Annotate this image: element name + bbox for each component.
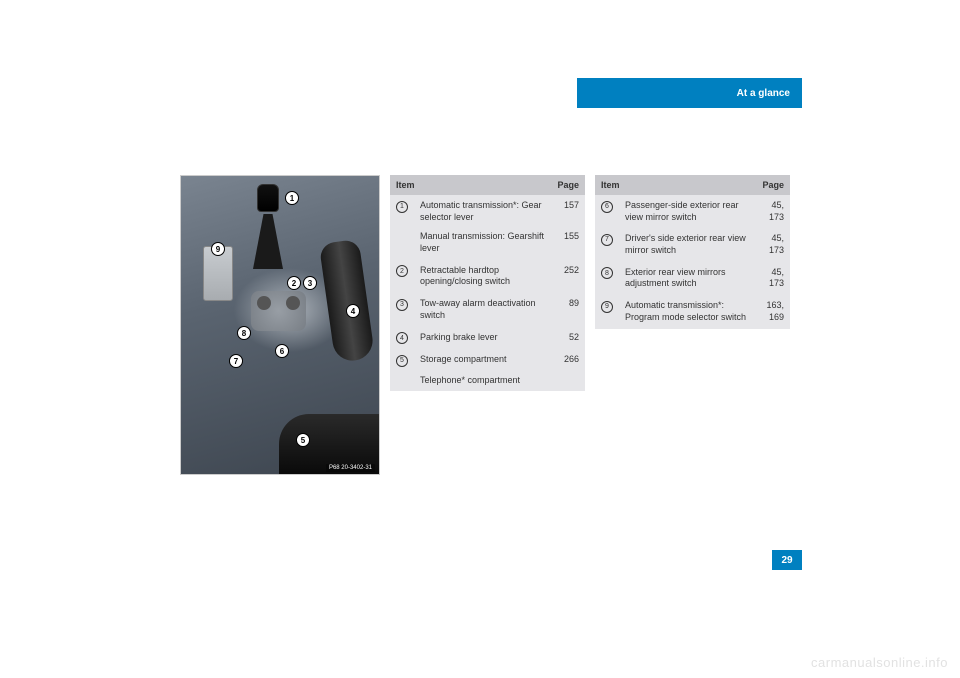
items-table-left: Item Page 1 Automatic transmission*: Gea… xyxy=(390,175,585,475)
col-header-page: Page xyxy=(551,175,585,195)
callout-9: 9 xyxy=(211,242,225,256)
row-page xyxy=(551,372,585,392)
watermark-text: carmanualsonline.info xyxy=(811,655,948,670)
row-desc: Tow-away alarm deactivation switch xyxy=(414,293,551,326)
table-row: 4 Parking brake lever 52 xyxy=(390,327,585,350)
row-desc: Automatic transmission*: Gear selector l… xyxy=(414,195,551,228)
row-page: 89 xyxy=(551,293,585,326)
page-number-text: 29 xyxy=(781,555,792,566)
row-desc: Automatic transmission*: Program mode se… xyxy=(619,295,756,328)
row-page: 45, 173 xyxy=(756,228,790,261)
row-page: 45, 173 xyxy=(756,262,790,295)
row-num: 2 xyxy=(390,260,414,293)
table-row: 1 Automatic transmission*: Gear selector… xyxy=(390,195,585,228)
row-desc: Manual transmission: Gearshift lever xyxy=(414,228,551,259)
row-desc: Parking brake lever xyxy=(414,327,551,350)
center-console-diagram: 1 2 3 4 5 6 7 8 9 P68 20-3402-31 xyxy=(180,175,380,475)
circled-number: 3 xyxy=(396,299,408,311)
circled-number: 4 xyxy=(396,332,408,344)
table-row: 7 Driver's side exterior rear view mirro… xyxy=(595,228,790,261)
page-number-badge: 29 xyxy=(772,550,802,570)
table-row: 2 Retractable hardtop opening/closing sw… xyxy=(390,260,585,293)
circled-number: 9 xyxy=(601,301,613,313)
table-header-row: Item Page xyxy=(390,175,585,195)
callout-1: 1 xyxy=(285,191,299,205)
row-num: 9 xyxy=(595,295,619,328)
row-page: 157 xyxy=(551,195,585,228)
circled-number: 2 xyxy=(396,265,408,277)
circled-number: 8 xyxy=(601,267,613,279)
row-desc: Telephone* compartment xyxy=(414,372,551,392)
row-desc: Retractable hardtop opening/closing swit… xyxy=(414,260,551,293)
row-desc: Storage compartment xyxy=(414,349,551,372)
callout-3: 3 xyxy=(303,276,317,290)
diagram-reference-label: P68 20-3402-31 xyxy=(326,464,375,472)
row-num: 7 xyxy=(595,228,619,261)
circled-number: 1 xyxy=(396,201,408,213)
callout-8: 8 xyxy=(237,326,251,340)
gearshift-knob xyxy=(257,184,279,212)
table-left: Item Page 1 Automatic transmission*: Gea… xyxy=(390,175,585,391)
content-area: 1 2 3 4 5 6 7 8 9 P68 20-3402-31 Item Pa… xyxy=(180,175,800,475)
table-row: 5 Storage compartment 266 xyxy=(390,349,585,372)
col-header-page: Page xyxy=(756,175,790,195)
section-header-title: At a glance xyxy=(737,88,790,99)
callout-6: 6 xyxy=(275,344,289,358)
table-row: 3 Tow-away alarm deactivation switch 89 xyxy=(390,293,585,326)
table-row: 6 Passenger-side exterior rear view mirr… xyxy=(595,195,790,228)
table-row: 8 Exterior rear view mirrors adjustment … xyxy=(595,262,790,295)
row-page: 52 xyxy=(551,327,585,350)
callout-5: 5 xyxy=(296,433,310,447)
row-page: 266 xyxy=(551,349,585,372)
table-header-row: Item Page xyxy=(595,175,790,195)
row-desc: Passenger-side exterior rear view mirror… xyxy=(619,195,756,228)
callout-4: 4 xyxy=(346,304,360,318)
row-page: 252 xyxy=(551,260,585,293)
table-row: Telephone* compartment xyxy=(390,372,585,392)
circled-number: 6 xyxy=(601,201,613,213)
callout-2: 2 xyxy=(287,276,301,290)
items-table-right: Item Page 6 Passenger-side exterior rear… xyxy=(595,175,790,475)
row-num-empty xyxy=(390,228,414,259)
table-row: Manual transmission: Gearshift lever 155 xyxy=(390,228,585,259)
row-num: 1 xyxy=(390,195,414,228)
section-header-bar: At a glance xyxy=(577,78,802,108)
circled-number: 7 xyxy=(601,234,613,246)
gearshift-boot xyxy=(253,214,283,269)
gearshift-graphic xyxy=(253,184,283,274)
callout-7: 7 xyxy=(229,354,243,368)
row-num-empty xyxy=(390,372,414,392)
circled-number: 5 xyxy=(396,355,408,367)
row-num: 8 xyxy=(595,262,619,295)
switch-cluster-graphic xyxy=(251,291,306,331)
table-row: 9 Automatic transmission*: Program mode … xyxy=(595,295,790,328)
row-num: 5 xyxy=(390,349,414,372)
row-num: 3 xyxy=(390,293,414,326)
row-desc: Driver's side exterior rear view mirror … xyxy=(619,228,756,261)
col-header-item: Item xyxy=(595,175,756,195)
row-num: 4 xyxy=(390,327,414,350)
row-page: 155 xyxy=(551,228,585,259)
row-page: 163, 169 xyxy=(756,295,790,328)
col-header-item: Item xyxy=(390,175,551,195)
row-num: 6 xyxy=(595,195,619,228)
row-page: 45, 173 xyxy=(756,195,790,228)
table-right: Item Page 6 Passenger-side exterior rear… xyxy=(595,175,790,329)
row-desc: Exterior rear view mirrors adjustment sw… xyxy=(619,262,756,295)
